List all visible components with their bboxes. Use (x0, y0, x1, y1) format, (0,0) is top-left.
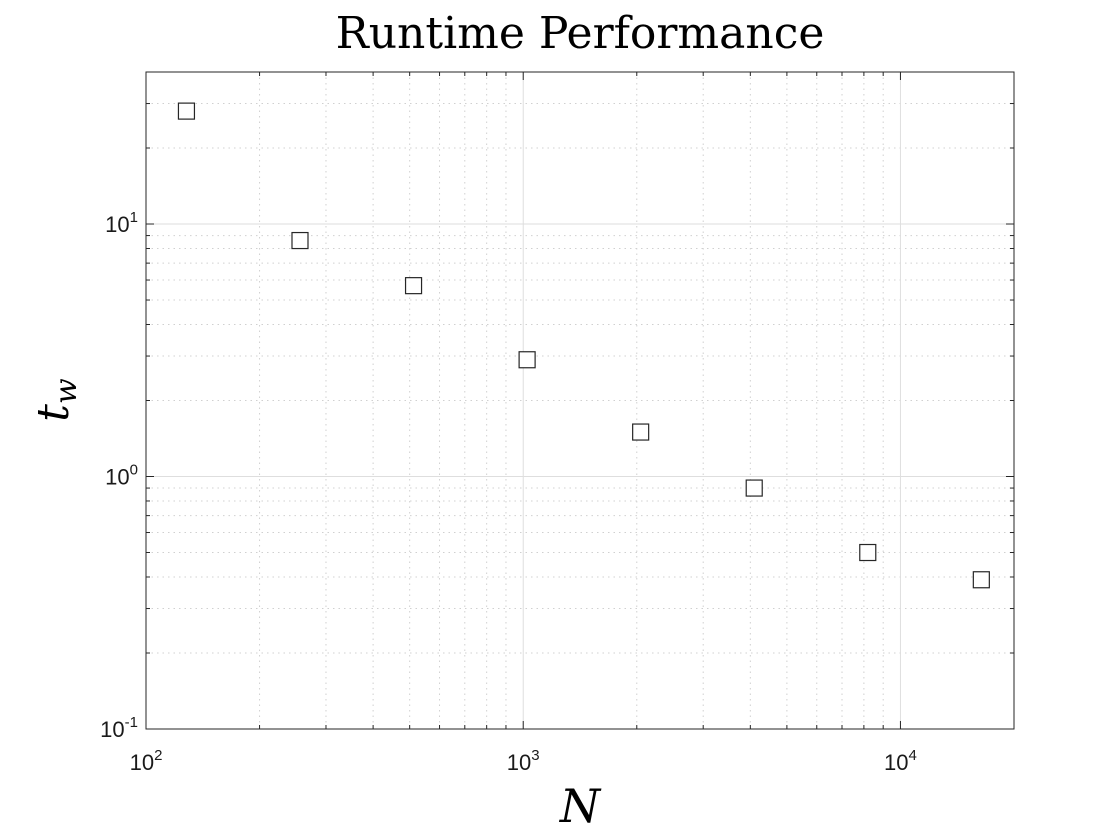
data-point-marker (859, 543, 877, 562)
x-axis-label: N (559, 779, 602, 833)
axes-box (145, 71, 1015, 730)
y-axis-label-subscript: w (49, 378, 84, 404)
x-tick-label: 104 (884, 747, 917, 775)
data-point-marker (632, 423, 650, 441)
data-point-marker (745, 479, 763, 497)
data-point-marker (291, 231, 309, 250)
y-tick-label: 100 (105, 462, 138, 490)
y-tick-label: 10-1 (100, 714, 138, 742)
x-tick-label: 102 (130, 747, 163, 775)
y-axis-label: tw (28, 378, 84, 422)
data-markers (177, 102, 990, 589)
y-axis-label-base: t (28, 404, 79, 422)
data-point-marker (404, 277, 423, 295)
data-point-marker (972, 571, 990, 589)
chart-title: Runtime Performance (336, 8, 825, 59)
minor-grid (146, 71, 1015, 729)
x-tick-label: 103 (507, 747, 540, 775)
x-tick-labels: 102 103 104 (130, 747, 917, 775)
y-tick-labels: 10-1 100 101 (100, 209, 138, 742)
data-point-marker (518, 351, 536, 369)
svg-text:tw: tw (28, 378, 84, 422)
y-tick-label: 101 (105, 209, 138, 237)
data-point-marker (177, 102, 196, 120)
